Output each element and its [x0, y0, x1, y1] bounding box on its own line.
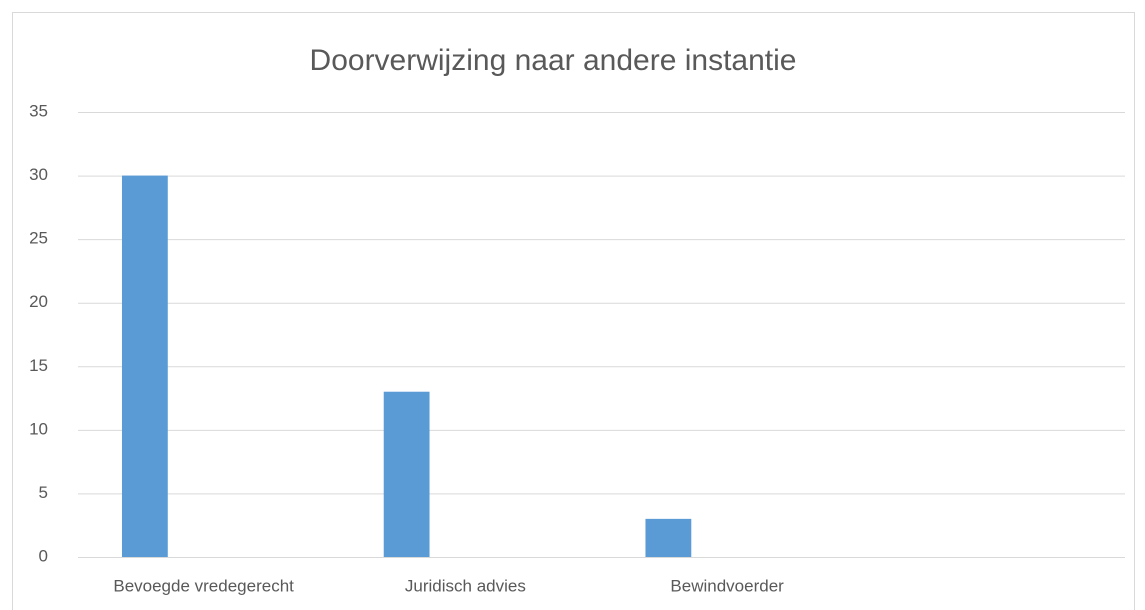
bar: [383, 391, 430, 557]
y-tick-label: 10: [29, 419, 48, 438]
bar: [121, 175, 168, 558]
y-tick-label: 30: [29, 165, 48, 184]
y-tick-label: 0: [39, 546, 48, 565]
x-tick-label: Bevoegde vredegerecht: [113, 576, 294, 595]
x-tick-label: Bewindvoerder: [670, 576, 784, 595]
y-tick-label: 35: [29, 101, 48, 120]
y-tick-label: 15: [29, 356, 48, 375]
bar: [645, 518, 692, 557]
chart-title: Doorverwijzing naar andere instantie: [310, 44, 797, 77]
y-tick-label: 20: [29, 292, 48, 311]
chart-frame: [12, 12, 1135, 610]
y-tick-label: 5: [39, 483, 48, 502]
x-tick-label: Juridisch advies: [405, 576, 526, 595]
y-tick-label: 25: [29, 229, 48, 248]
